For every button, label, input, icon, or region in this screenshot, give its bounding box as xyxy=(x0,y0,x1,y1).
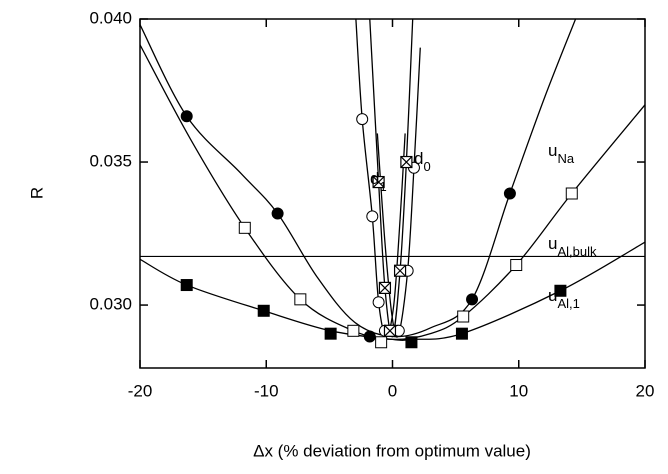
x-tick-label: 20 xyxy=(636,381,655,400)
data-point xyxy=(372,296,385,309)
curve-label-sub: Na xyxy=(557,151,574,166)
x-tick-label: -20 xyxy=(128,381,153,400)
curve-label-main: u xyxy=(548,141,557,160)
data-point xyxy=(180,279,193,292)
marker-cross xyxy=(384,324,396,337)
marker-cross xyxy=(400,156,413,168)
curve-label-main: d xyxy=(414,149,423,168)
data-point xyxy=(400,155,413,169)
data-point xyxy=(294,293,307,306)
marker-cross xyxy=(379,281,391,294)
data-point xyxy=(366,210,379,223)
fit-curve xyxy=(140,19,577,338)
x-axis-label: Δx (% deviation from optimum value) xyxy=(253,441,531,460)
curve-label-sub: 1 xyxy=(379,179,386,194)
curve-label-sub: Al,bulk xyxy=(557,244,597,259)
data-point xyxy=(554,284,567,297)
y-tick-label: 0.040 xyxy=(89,8,132,27)
data-point xyxy=(383,324,397,337)
data-point xyxy=(238,221,251,234)
curve-label-sub: Al,1 xyxy=(557,296,579,311)
curve-label-main: u xyxy=(548,286,557,305)
data-point xyxy=(180,110,193,123)
data-point xyxy=(324,327,337,340)
y-axis-label: R xyxy=(27,187,46,199)
data-point xyxy=(356,113,369,126)
data-point xyxy=(257,304,270,317)
marker-cross xyxy=(372,176,385,188)
data-point xyxy=(372,175,385,189)
data-point xyxy=(565,187,578,200)
curve-label: uAl,bulk xyxy=(548,234,597,259)
data-point xyxy=(393,264,407,277)
x-tick-label: -10 xyxy=(254,381,279,400)
y-tick-label: 0.030 xyxy=(89,295,132,314)
x-tick-label: 10 xyxy=(509,381,528,400)
curve-label: d1 xyxy=(370,169,387,194)
data-point xyxy=(378,281,392,295)
data-point xyxy=(363,330,376,343)
curve-label-main: d xyxy=(370,169,379,188)
data-point xyxy=(405,336,418,349)
data-point xyxy=(375,336,388,349)
fit-curve xyxy=(140,241,645,341)
data-point xyxy=(347,324,360,337)
data-point xyxy=(271,207,284,220)
curve-label-main: u xyxy=(548,234,557,253)
curve-label-sub: 0 xyxy=(423,159,430,174)
curve-label: uNa xyxy=(548,141,575,166)
plot-area xyxy=(140,19,645,349)
x-tick-label: 0 xyxy=(388,381,397,400)
data-point xyxy=(457,310,470,323)
y-tick-label: 0.035 xyxy=(89,152,132,171)
curve-label: d0 xyxy=(414,149,431,174)
curve-label: uAl,1 xyxy=(548,286,580,311)
marker-cross xyxy=(394,264,406,277)
data-point xyxy=(510,259,523,272)
data-point xyxy=(503,187,516,200)
data-point xyxy=(455,327,468,340)
data-point xyxy=(466,293,479,306)
